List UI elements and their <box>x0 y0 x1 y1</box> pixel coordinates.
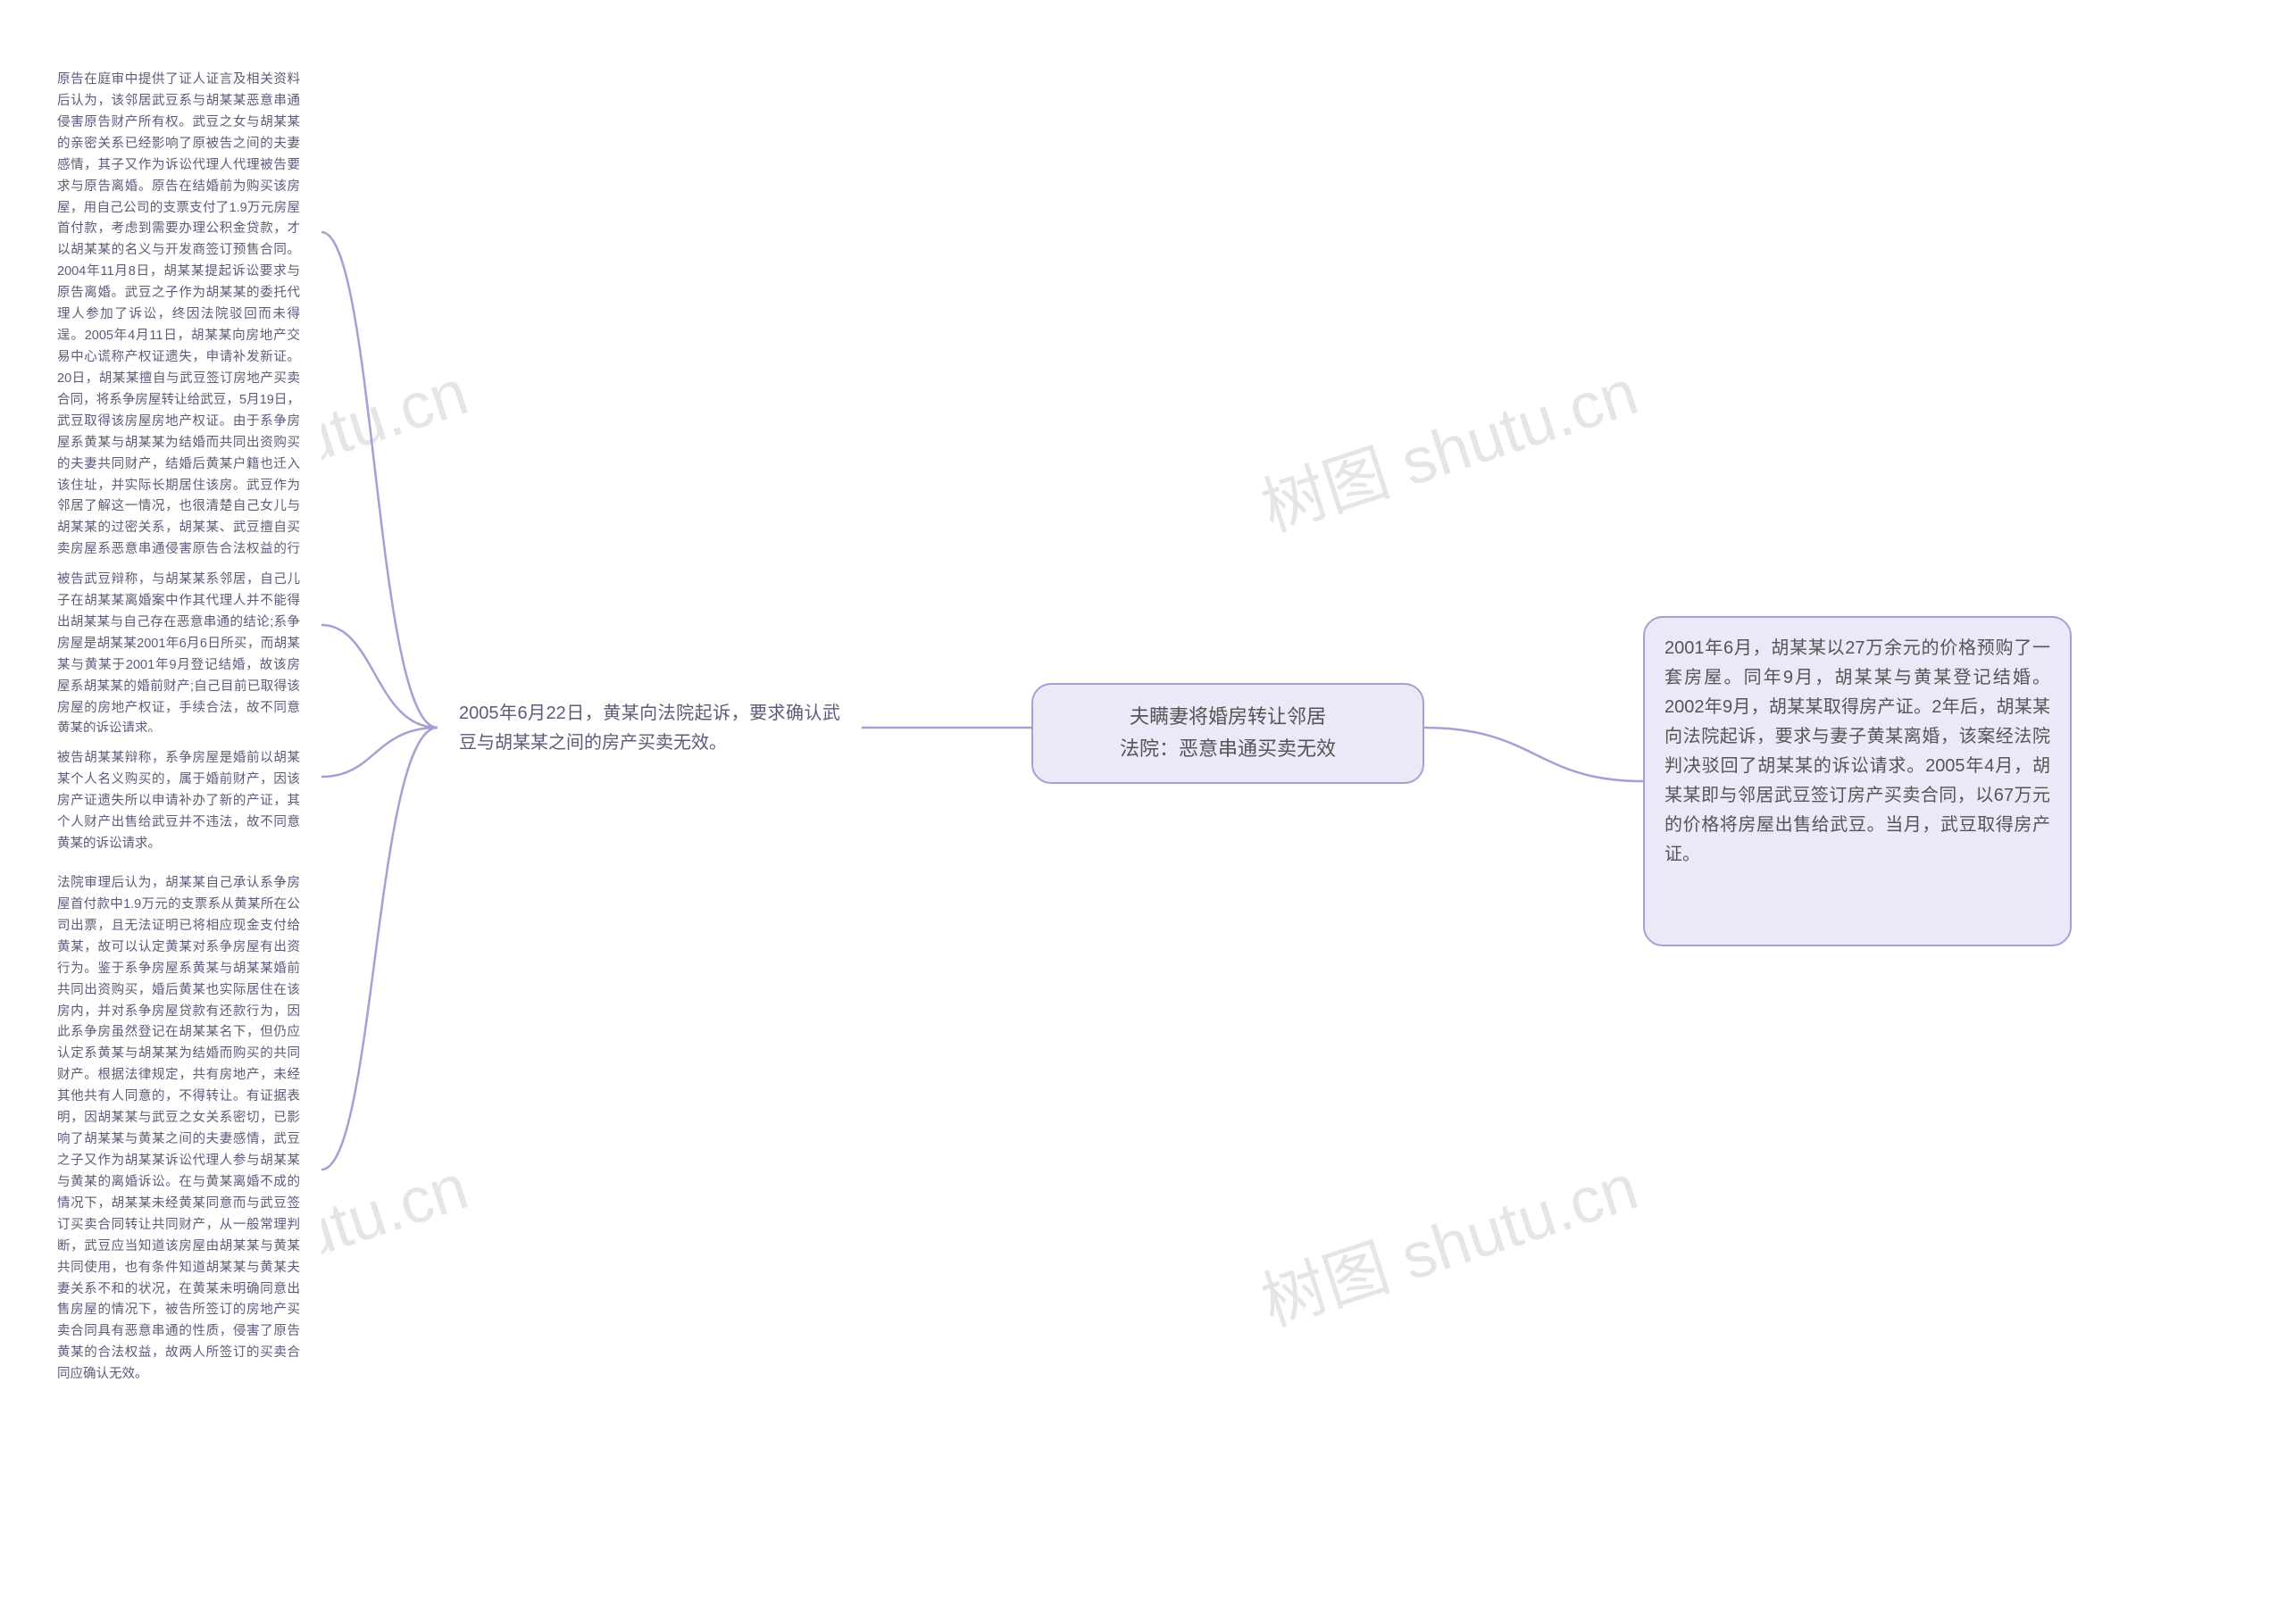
watermark: 树图 shutu.cn <box>1248 1134 1648 1344</box>
mindmap-canvas: 树图 shutu.cn 树图 shutu.cn 树图 shutu.cn 树图 s… <box>0 0 2286 1624</box>
mindmap-node-court-ruling[interactable]: 法院审理后认为，胡某某自己承认系争房屋首付款中1.9万元的支票系从黄某所在公司出… <box>36 857 321 1446</box>
node-text: 2001年6月，胡某某以27万余元的价格预购了一套房屋。同年9月，胡某某与黄某登… <box>1664 638 2050 864</box>
watermark: 树图 shutu.cn <box>1248 339 1648 549</box>
mindmap-center-node[interactable]: 夫瞒妻将婚房转让邻居法院：恶意串通买卖无效 <box>1031 683 1424 784</box>
mindmap-node-defendant-hu[interactable]: 被告胡某某辩称，系争房屋是婚前以胡某某个人名义购买的，属于婚前财产，因该房产证遗… <box>36 732 321 871</box>
node-text: 法院审理后认为，胡某某自己承认系争房屋首付款中1.9万元的支票系从黄某所在公司出… <box>57 876 300 1381</box>
center-node-text: 夫瞒妻将婚房转让邻居法院：恶意串通买卖无效 <box>1120 705 1336 760</box>
mindmap-edge <box>321 625 438 728</box>
node-text: 被告胡某某辩称，系争房屋是婚前以胡某某个人名义购买的，属于婚前财产，因该房产证遗… <box>57 751 300 851</box>
mindmap-node-plaintiff-claim[interactable]: 原告在庭审中提供了证人证言及相关资料后认为，该邻居武豆系与胡某某恶意串通侵害原告… <box>36 54 321 598</box>
mindmap-edge <box>321 232 438 728</box>
mindmap-edge <box>1424 728 1643 781</box>
mindmap-node-right-summary[interactable]: 2001年6月，胡某某以27万余元的价格预购了一套房屋。同年9月，胡某某与黄某登… <box>1643 616 2072 946</box>
node-text: 原告在庭审中提供了证人证言及相关资料后认为，该邻居武豆系与胡某某恶意串通侵害原告… <box>57 72 300 578</box>
node-text: 被告武豆辩称，与胡某某系邻居，自己儿子在胡某某离婚案中作其代理人并不能得出胡某某… <box>57 572 300 736</box>
mindmap-node-left-link[interactable]: 2005年6月22日，黄某向法院起诉，要求确认武豆与胡某某之间的房产买卖无效。 <box>438 683 862 774</box>
mindmap-edge <box>321 728 438 1170</box>
node-text: 2005年6月22日，黄某向法院起诉，要求确认武豆与胡某某之间的房产买卖无效。 <box>459 704 840 753</box>
mindmap-edge <box>321 728 438 777</box>
mindmap-node-defendant-wu[interactable]: 被告武豆辩称，与胡某某系邻居，自己儿子在胡某某离婚案中作其代理人并不能得出胡某某… <box>36 554 321 756</box>
